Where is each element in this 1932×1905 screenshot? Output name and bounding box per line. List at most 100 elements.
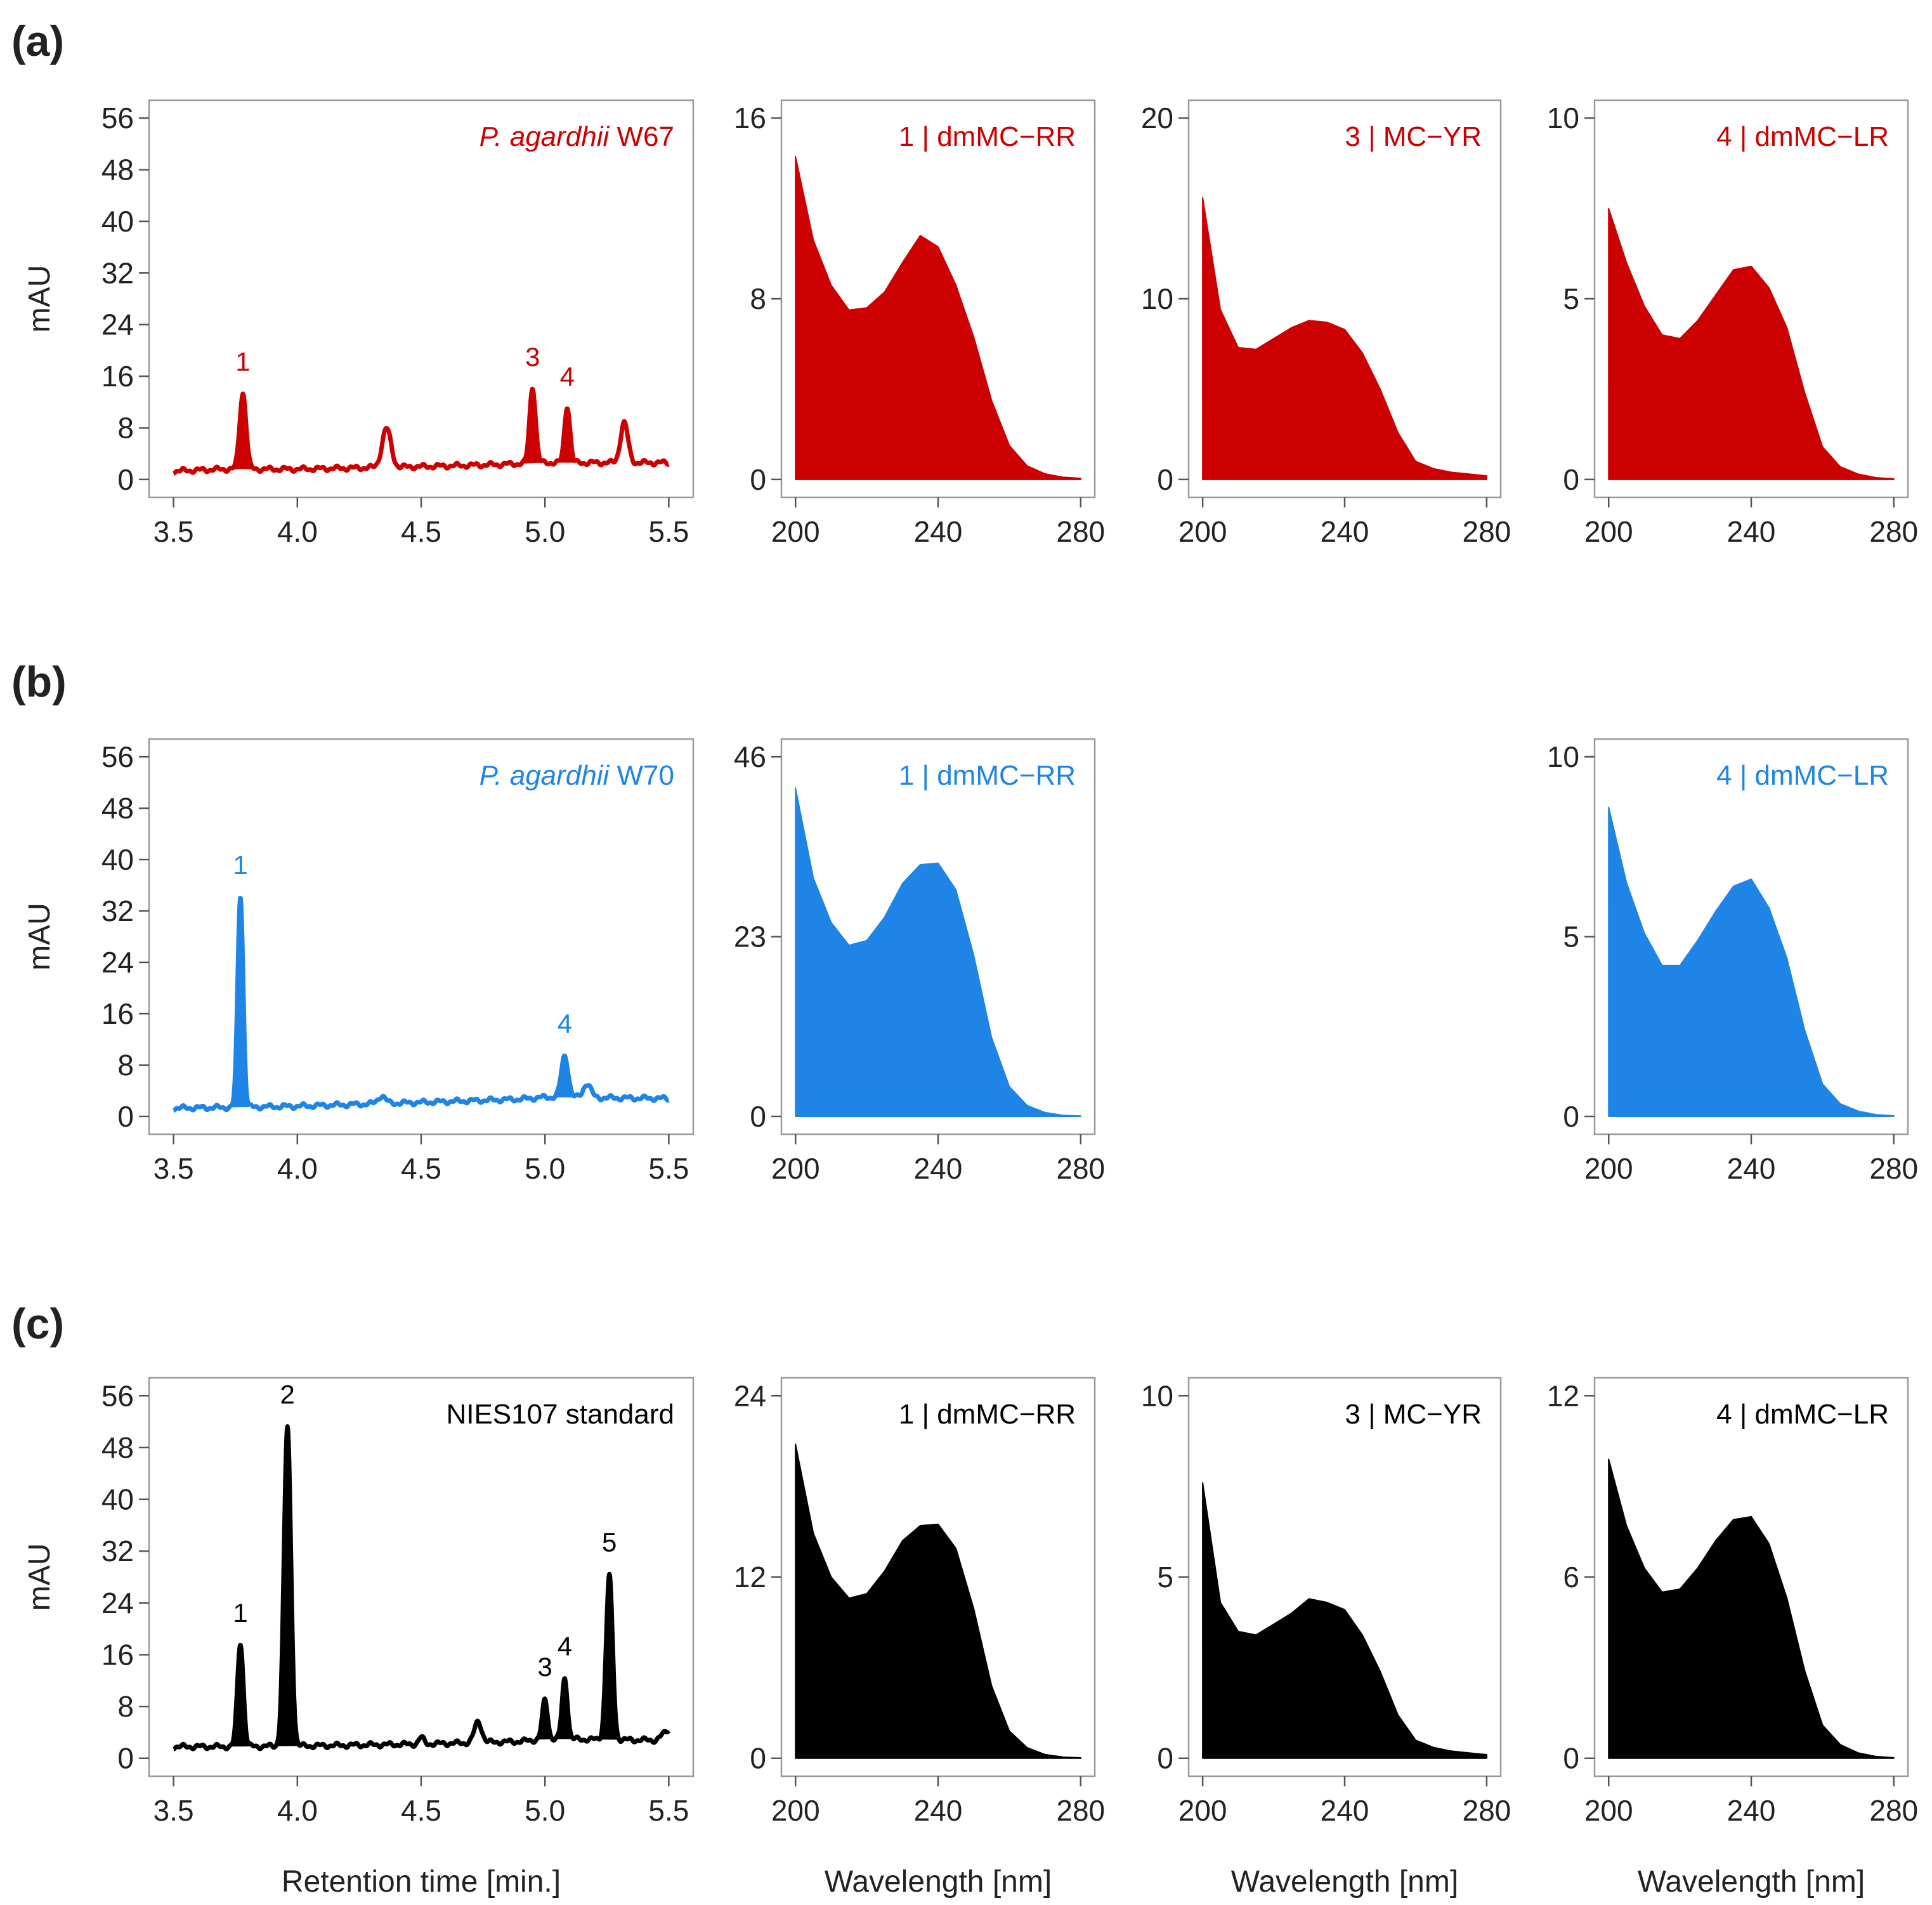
x-tick-label: 200 [1584,1152,1633,1185]
spectrum-area [1608,207,1895,480]
x-tick-label: 5.5 [648,1152,689,1185]
x-tick-label: 5.0 [525,515,565,548]
y-tick-label: 0 [1157,463,1173,496]
y-tick-label: 40 [101,1483,134,1516]
x-tick-label: 3.5 [153,515,194,548]
y-tick-label: 0 [750,1100,766,1133]
x-tick-label: 240 [914,515,963,548]
x-tick-label: 280 [1462,1794,1511,1827]
x-tick-label: 200 [1178,515,1227,548]
x-tick-label: 240 [1727,1794,1776,1827]
chromatogram-trace [172,896,670,1113]
chart-b-spec1: 0 23 46 200 240 280 1 | dmMC−RR [734,738,1105,1185]
title-strain: W67 [609,121,674,152]
x-tick-label: 4.5 [401,1152,441,1185]
y-axis-title: mAU [23,265,56,333]
y-tick-label: 12 [734,1561,766,1594]
chart-title: P. agardhii W70 [480,760,674,791]
peak-label-2: 2 [280,1380,295,1410]
y-tick-label: 0 [750,1742,766,1775]
chart-b-chrom: 0 8 16 24 32 40 48 56 3.5 4.0 4.5 5.0 5.5 mAU 1 4 P. aga… [23,738,695,1185]
x-tick-label: 240 [1321,515,1369,548]
y-tick-label: 20 [1141,101,1173,134]
y-tick-label: 0 [117,1100,134,1133]
y-axis-title: mAU [23,903,56,971]
y-tick-label: 24 [101,308,134,341]
x-tick-label: 240 [914,1152,963,1185]
y-tick-label: 10 [1141,282,1173,315]
x-tick-label: 280 [1462,515,1511,548]
spectrum-area [1608,806,1895,1117]
y-tick-label: 48 [101,792,134,825]
y-tick-label: 56 [101,740,134,773]
plot-frame [148,99,695,499]
spectrum-area [795,1443,1081,1759]
chart-c-spec3: 0 5 10 200 240 280 Wavelength [nm] 3 | MC−YR [1141,1377,1511,1899]
chart-title: 4 | dmMC−LR [1716,121,1889,152]
x-tick-label: 4.0 [277,1794,318,1827]
x-tick-label: 280 [1056,1794,1105,1827]
title-strain: NIES107 standard [446,1399,674,1430]
y-tick-label: 10 [1547,740,1579,773]
y-tick-label: 56 [101,1379,134,1412]
y-tick-label: 48 [101,1431,134,1464]
y-tick-label: 8 [750,282,766,315]
spectrum-area [1202,197,1487,480]
y-tick-label: 5 [1563,282,1579,315]
x-tick-label: 240 [1727,515,1776,548]
x-tick-label: 280 [1056,1152,1105,1185]
y-tick-label: 56 [101,101,134,134]
spectrum-area [795,155,1081,480]
y-tick-label: 16 [101,360,134,393]
chart-title: 3 | MC−YR [1345,121,1482,152]
y-tick-label: 16 [101,1638,134,1671]
x-tick-label: 240 [1321,1794,1369,1827]
peak-label-4: 4 [560,362,575,391]
peak-label-5: 5 [602,1527,617,1557]
y-tick-label: 0 [117,1742,134,1775]
y-tick-label: 0 [1563,1742,1579,1775]
row-label-c: (c) [11,1300,64,1348]
chart-c-spec4: 0 6 12 200 240 280 Wavelength [nm] 4 | dmMC−LR [1547,1377,1918,1899]
spectrum-area [1202,1482,1487,1759]
x-tick-label: 280 [1869,1152,1918,1185]
chart-title: 1 | dmMC−RR [899,760,1076,791]
x-tick-label: 280 [1869,515,1918,548]
x-tick-label: 200 [771,1794,820,1827]
chart-title: 4 | dmMC−LR [1716,760,1889,791]
x-tick-label: 4.0 [277,515,318,548]
y-tick-label: 5 [1157,1561,1173,1594]
chart-a-spec1: 0 8 16 200 240 280 1 | dmMC−RR [734,99,1105,548]
chart-a-chrom: 0 8 16 24 32 40 48 56 3.5 4.0 4.5 5.0 5.5 mAU 1 34 P. ag… [23,99,695,548]
x-tick-label: 200 [1178,1794,1227,1827]
x-tick-label: 200 [771,515,820,548]
x-axis-title: Retention time [min.] [282,1865,561,1899]
y-tick-label: 0 [1563,1100,1579,1133]
y-tick-label: 40 [101,843,134,876]
y-tick-label: 0 [1157,1742,1173,1775]
y-tick-label: 5 [1563,920,1579,953]
y-tick-label: 23 [734,920,766,953]
x-tick-label: 5.5 [648,1794,689,1827]
chart-title: NIES107 standard [446,1399,674,1430]
y-tick-label: 24 [101,946,134,979]
x-tick-label: 5.0 [525,1794,565,1827]
peak-label-3: 3 [538,1652,552,1682]
peak-label-4: 4 [558,1009,572,1038]
x-tick-label: 200 [771,1152,820,1185]
peak-label-3: 3 [525,342,540,372]
chart-a-spec4: 0 5 10 200 240 280 4 | dmMC−LR [1547,99,1918,548]
chart-b-spec4: 0 5 10 200 240 280 4 | dmMC−LR [1547,738,1918,1185]
x-tick-label: 5.5 [648,515,689,548]
x-tick-label: 280 [1056,515,1105,548]
y-tick-label: 8 [117,1049,134,1082]
x-tick-label: 200 [1584,1794,1633,1827]
x-tick-label: 5.0 [525,1152,565,1185]
x-tick-label: 240 [914,1794,963,1827]
y-tick-label: 8 [117,1690,134,1723]
x-axis-title: Wavelength [nm] [1638,1865,1865,1899]
title-species: P. agardhii [480,760,610,791]
y-tick-label: 40 [101,205,134,238]
peak-label-4: 4 [558,1632,572,1661]
